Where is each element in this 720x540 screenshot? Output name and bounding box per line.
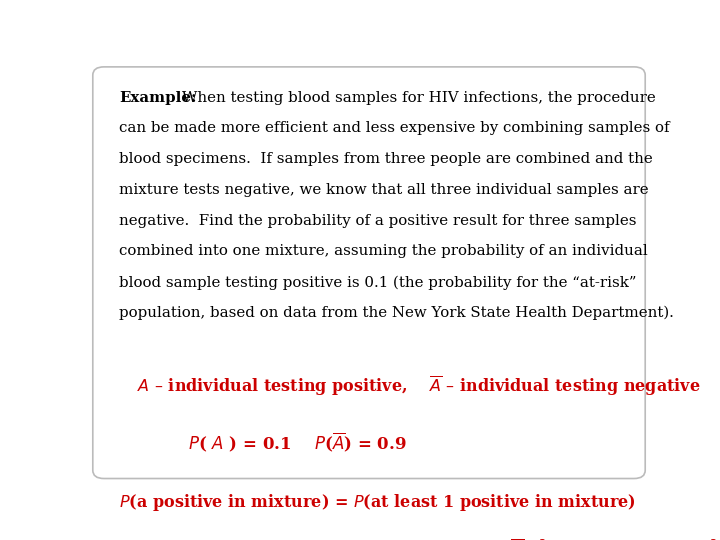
Text: blood sample testing positive is 0.1 (the probability for the “at-risk”: blood sample testing positive is 0.1 (th… — [119, 275, 636, 289]
Text: blood specimens.  If samples from three people are combined and the: blood specimens. If samples from three p… — [119, 152, 653, 166]
Text: Example:: Example: — [119, 91, 197, 105]
Text: mixture tests negative, we know that all three individual samples are: mixture tests negative, we know that all… — [119, 183, 649, 197]
Text: negative.  Find the probability of a positive result for three samples: negative. Find the probability of a posi… — [119, 214, 636, 228]
FancyBboxPatch shape — [93, 67, 645, 478]
Text: $\mathit{P}$(a positive in mixture) = $\mathit{P}$(at least 1 positive in mixtur: $\mathit{P}$(a positive in mixture) = $\… — [119, 492, 636, 513]
Text: $\mathit{P}$( $\mathit{A}$ ) = 0.1    $\mathit{P}$($\mathit{\overline{A}}$) = 0.: $\mathit{P}$( $\mathit{A}$ ) = 0.1 $\mat… — [188, 430, 406, 454]
Text: combined into one mixture, assuming the probability of an individual: combined into one mixture, assuming the … — [119, 245, 648, 259]
Text: population, based on data from the New York State Health Department).: population, based on data from the New Y… — [119, 306, 674, 320]
Text: $\mathit{A}$ – individual testing positive,    $\mathit{\overline{A}}$ – individ: $\mathit{A}$ – individual testing positi… — [138, 374, 701, 397]
Text: When testing blood samples for HIV infections, the procedure: When testing blood samples for HIV infec… — [181, 91, 655, 105]
Text: can be made more efficient and less expensive by combining samples of: can be made more efficient and less expe… — [119, 122, 670, 136]
Text: = 1 \u2013 $\mathit{P}$(all negative) = 1  \u2013  [$\mathit{P}$($\mathit{\overl: = 1 \u2013 $\mathit{P}$(all negative) = … — [119, 537, 720, 540]
